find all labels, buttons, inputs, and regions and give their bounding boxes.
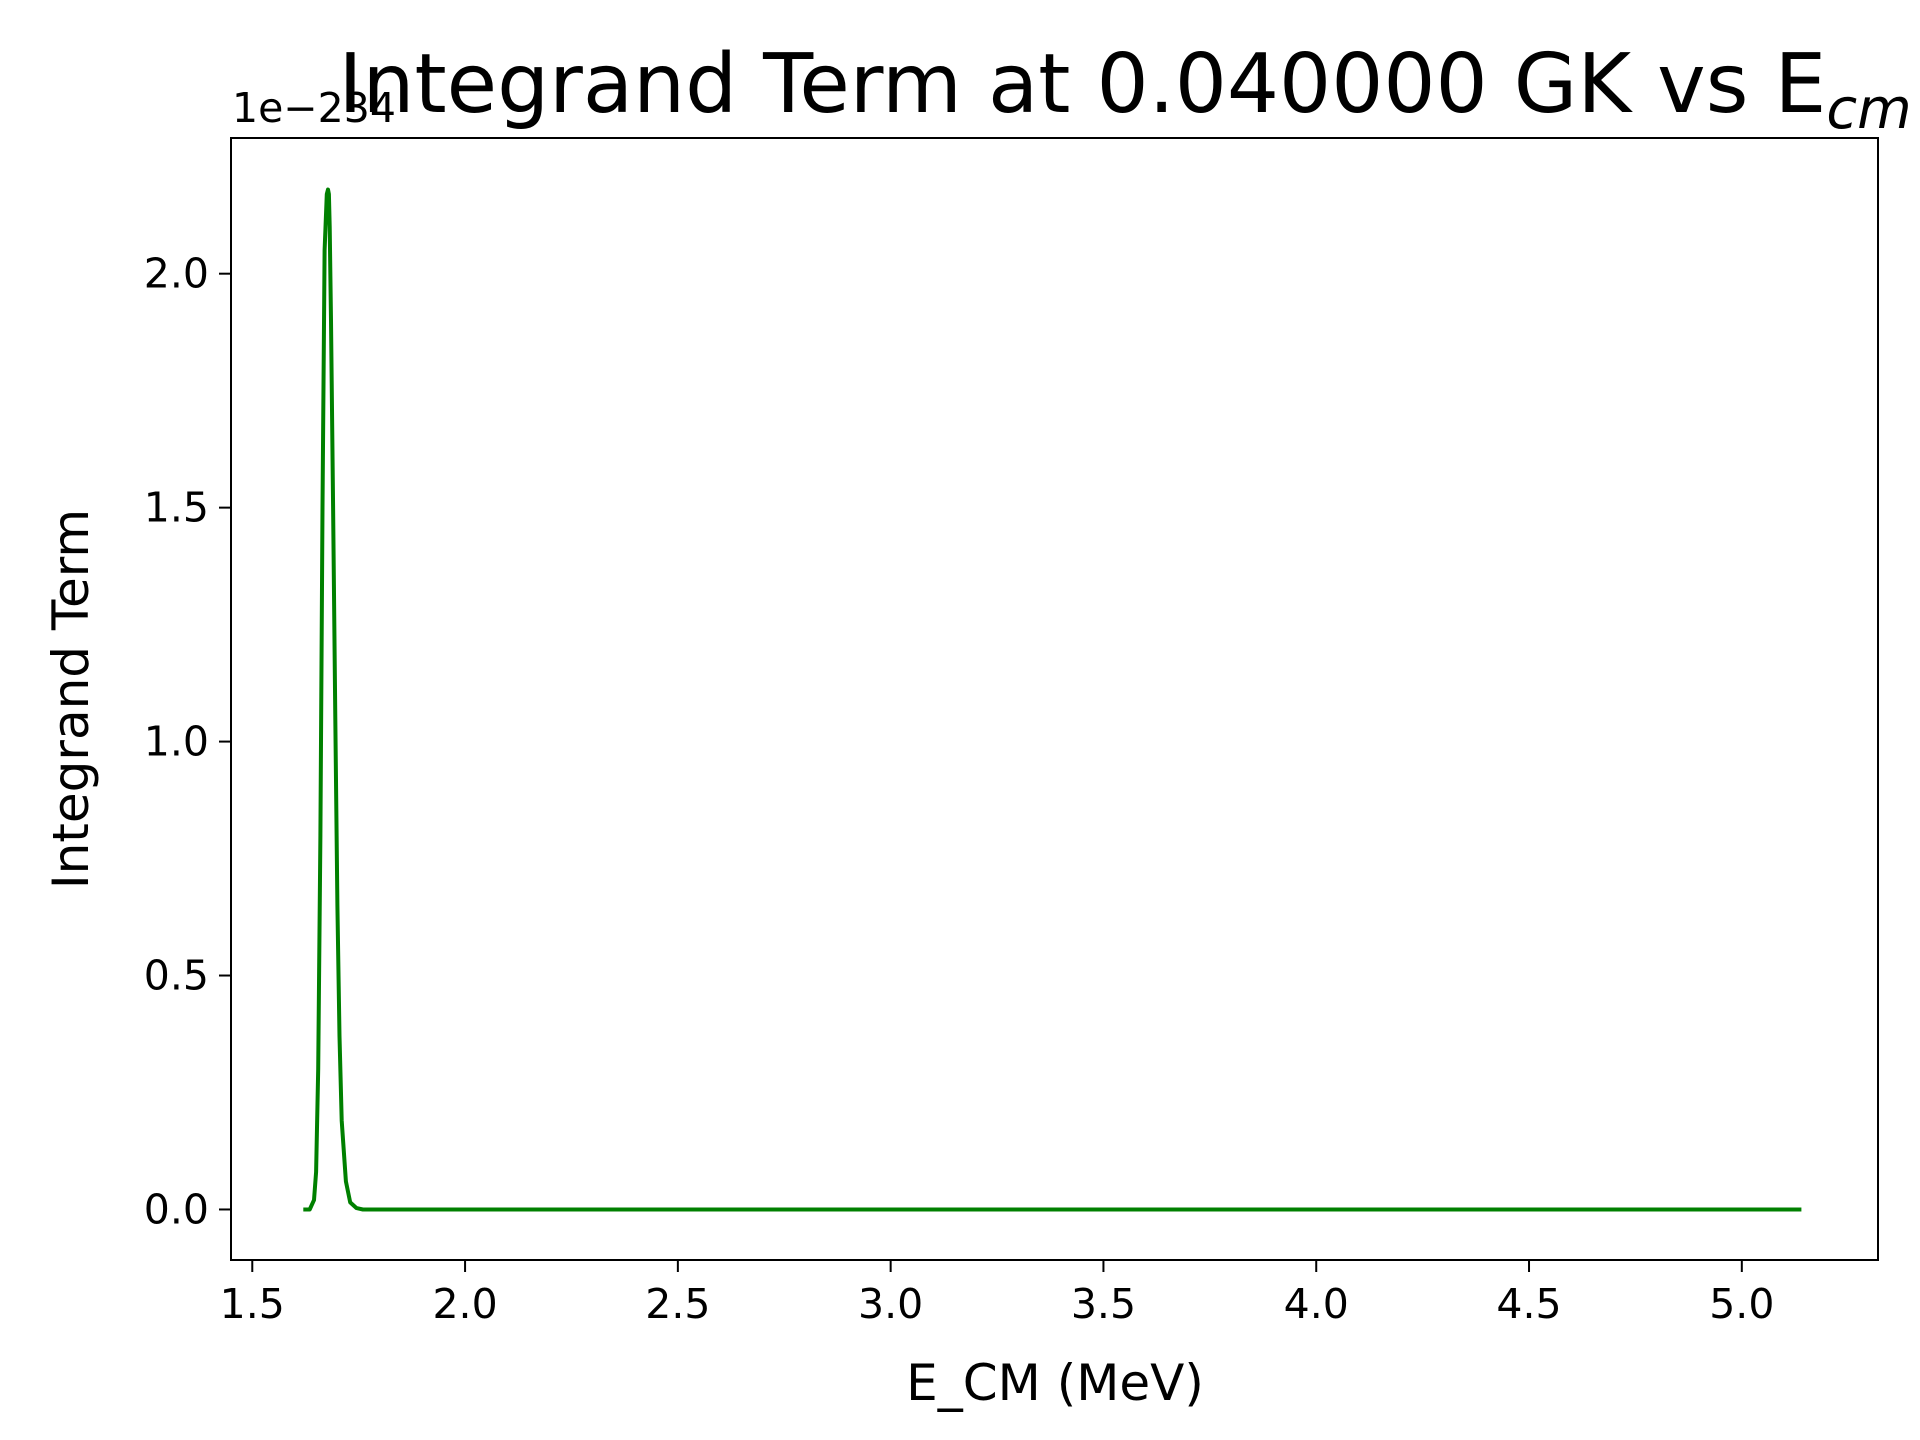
y-tick-label: 0.0 xyxy=(144,1185,209,1233)
x-tick-label: 2.5 xyxy=(645,1280,710,1328)
x-tick-label: 1.5 xyxy=(220,1280,285,1328)
y-axis-label: Integrand Term xyxy=(42,509,100,889)
y-tick-label: 1.5 xyxy=(144,484,209,532)
x-tick-label: 3.0 xyxy=(858,1280,923,1328)
y-tick-label: 0.5 xyxy=(144,952,209,1000)
x-tick-label: 5.0 xyxy=(1709,1280,1774,1328)
y-offset-label: 1e−234 xyxy=(232,84,396,132)
x-tick-label: 4.5 xyxy=(1496,1280,1561,1328)
plot-area xyxy=(303,187,1802,1212)
chart-title: Integrand Term at 0.040000 GK vs Ecm xyxy=(338,37,1911,142)
y-axis: 0.0 0.5 1.0 1.5 2.0 xyxy=(144,250,231,1233)
axes-frame xyxy=(230,137,1879,1261)
y-tick-label: 1.0 xyxy=(144,718,209,766)
chart-title-main: Integrand Term at 0.040000 GK vs E xyxy=(338,37,1826,132)
x-tick-label: 3.5 xyxy=(1071,1280,1136,1328)
x-axis-label: E_CM (MeV) xyxy=(906,1354,1204,1412)
y-tick-label: 2.0 xyxy=(144,250,209,298)
chart-title-subscript: cm xyxy=(1826,77,1911,142)
x-tick-label: 2.0 xyxy=(432,1280,497,1328)
x-axis: 1.5 2.0 2.5 3.0 3.5 4.0 4.5 5.0 xyxy=(220,1260,1774,1328)
series-line-0 xyxy=(303,187,1802,1212)
x-tick-label: 4.0 xyxy=(1284,1280,1349,1328)
